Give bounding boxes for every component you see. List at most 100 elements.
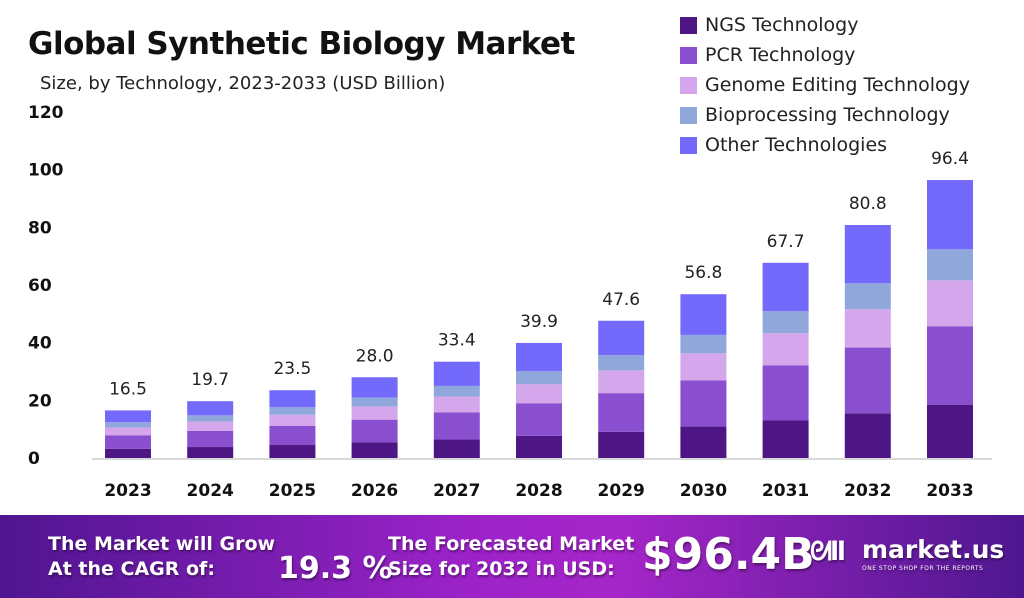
bar-segment: [927, 280, 973, 327]
bar-segment: [844, 225, 891, 284]
x-tick-label: 2023: [104, 481, 151, 501]
bar-segment: [105, 435, 151, 449]
bar-segment: [762, 262, 809, 312]
bar-segment: [269, 445, 316, 458]
legend-item: Genome Editing Technology: [680, 70, 970, 100]
bar-segment: [680, 426, 727, 458]
bar-segment: [762, 365, 809, 421]
bar-segment: [105, 427, 151, 436]
bar-segment: [187, 430, 234, 448]
bar-segment: [269, 425, 316, 446]
legend-swatch: [680, 106, 697, 124]
bar-segment: [762, 420, 809, 458]
bar-total-label: 23.5: [273, 359, 311, 379]
bar-total-label: 96.4: [931, 149, 969, 169]
bar-segment: [433, 412, 480, 440]
bar-segment: [516, 384, 562, 404]
bar-segment: [269, 407, 316, 415]
cagr-label-2: At the CAGR of:: [48, 558, 215, 580]
legend-swatch: [680, 16, 697, 34]
bar-total-label: 33.4: [438, 331, 476, 351]
x-tick-label: 2028: [515, 481, 562, 501]
legend-swatch: [680, 46, 697, 64]
bar-total-label: 56.8: [684, 263, 722, 283]
y-tick-label: 0: [28, 449, 40, 469]
bar-segment: [105, 422, 151, 428]
bar-segment: [351, 377, 398, 398]
x-tick-label: 2033: [926, 481, 973, 501]
bar-segment: [680, 353, 727, 381]
bar-segment: [844, 413, 891, 458]
bar-segment: [433, 361, 480, 386]
forecast-value: $96.4B: [642, 529, 815, 580]
bar-segment: [351, 397, 398, 407]
y-tick-label: 20: [28, 391, 52, 411]
y-tick-label: 60: [28, 276, 52, 296]
bar-segment: [433, 396, 480, 413]
forecast-label-2: Size for 2032 in USD:: [388, 558, 615, 580]
bar-segment: [844, 347, 891, 414]
bar-segment: [269, 414, 316, 426]
bar-segment: [598, 431, 645, 458]
bar-segment: [516, 371, 562, 385]
market-us-logo-icon: ᘛll: [810, 537, 846, 567]
chart-title: Global Synthetic Biology Market: [28, 26, 575, 62]
bar-segment: [927, 180, 973, 250]
bar-segment: [516, 403, 562, 436]
legend-label: Genome Editing Technology: [705, 74, 970, 96]
y-tick-label: 120: [28, 103, 64, 123]
x-tick-label: 2026: [351, 481, 398, 501]
legend-label: NGS Technology: [705, 14, 859, 36]
bar-segment: [187, 415, 234, 422]
x-tick-label: 2029: [598, 481, 645, 501]
bar-segment: [516, 435, 562, 458]
legend-label: PCR Technology: [705, 44, 856, 66]
bar-segment: [351, 442, 398, 458]
bar-segment: [762, 311, 809, 334]
bar-total-label: 80.8: [849, 194, 887, 214]
legend-swatch: [680, 76, 697, 94]
bar-segment: [187, 447, 234, 458]
bar-segment: [598, 355, 645, 371]
legend-item: Bioprocessing Technology: [680, 100, 970, 130]
chart-subtitle: Size, by Technology, 2023-2033 (USD Bill…: [40, 73, 446, 94]
bar-segment: [927, 249, 973, 281]
bar-segment: [269, 390, 316, 408]
bar-segment: [105, 410, 151, 423]
y-tick-label: 100: [28, 161, 64, 181]
brand-tagline: ONE STOP SHOP FOR THE REPORTS: [862, 565, 984, 572]
bar-total-label: 39.9: [520, 312, 558, 332]
bar-segment: [680, 380, 727, 427]
summary-banner: The Market will Grow At the CAGR of: 19.…: [0, 515, 1024, 598]
x-tick-label: 2025: [269, 481, 316, 501]
forecast-label-1: The Forecasted Market: [388, 533, 635, 555]
x-tick-label: 2027: [433, 481, 480, 501]
bar-segment: [516, 342, 562, 372]
x-tick-label: 2024: [187, 481, 234, 501]
bar-segment: [187, 421, 234, 431]
bar-total-label: 19.7: [191, 370, 229, 390]
bar-segment: [351, 406, 398, 420]
bar-segment: [105, 448, 151, 458]
legend-item: PCR Technology: [680, 40, 970, 70]
x-tick-label: 2031: [762, 481, 809, 501]
bar-total-label: 67.7: [767, 232, 805, 252]
bar-segment: [680, 294, 727, 335]
y-tick-label: 80: [28, 218, 52, 238]
bar-segment: [844, 309, 891, 348]
bar-segment: [762, 333, 809, 366]
bar-segment: [927, 326, 973, 405]
bar-segment: [927, 404, 973, 458]
legend-item: Other Technologies: [680, 130, 970, 160]
legend: NGS Technology PCR Technology Genome Editi…: [680, 10, 970, 160]
bar-segment: [598, 320, 645, 356]
bar-segment: [433, 385, 480, 397]
legend-label: Other Technologies: [705, 134, 888, 156]
bar-segment: [680, 334, 727, 354]
bar-segment: [598, 393, 645, 432]
bar-total-label: 16.5: [109, 379, 147, 399]
legend-item: NGS Technology: [680, 10, 970, 40]
legend-label: Bioprocessing Technology: [705, 104, 950, 126]
bar-total-label: 28.0: [356, 346, 394, 366]
y-tick-label: 40: [28, 334, 52, 354]
